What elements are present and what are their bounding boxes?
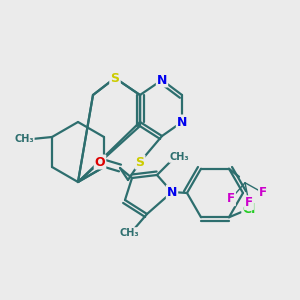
Text: CH₃: CH₃ xyxy=(119,228,139,238)
Text: N: N xyxy=(177,116,187,128)
Text: O: O xyxy=(95,155,105,169)
Text: F: F xyxy=(259,186,267,199)
Text: N: N xyxy=(157,74,167,86)
Text: S: S xyxy=(136,155,145,169)
Text: Cl: Cl xyxy=(242,203,256,216)
Text: S: S xyxy=(110,71,119,85)
Text: F: F xyxy=(245,196,253,209)
Text: CH₃: CH₃ xyxy=(14,134,34,144)
Text: S: S xyxy=(110,71,119,85)
Text: N: N xyxy=(167,185,177,199)
Text: F: F xyxy=(227,192,235,205)
Text: CH₃: CH₃ xyxy=(169,152,189,162)
